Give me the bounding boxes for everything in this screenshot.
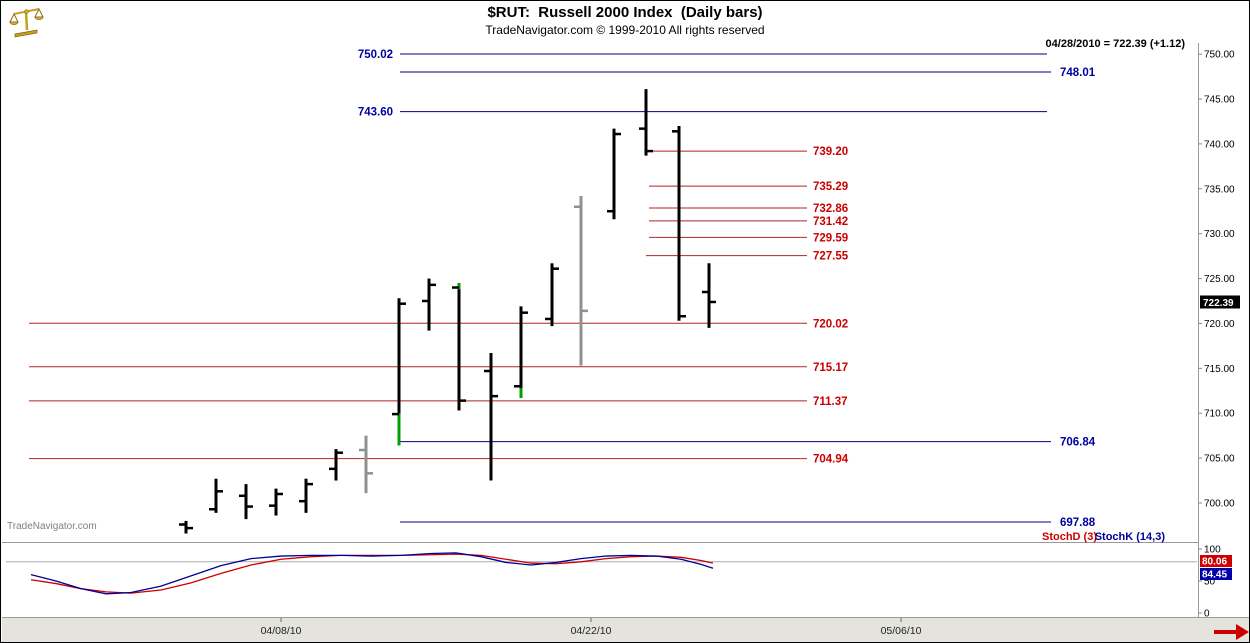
stoch-d-badge xyxy=(1200,555,1232,567)
scales-icon xyxy=(7,4,47,38)
price-tick-label: 705.00 xyxy=(1204,454,1235,465)
last-price-badge xyxy=(1200,295,1240,309)
price-level-label: 715.17 xyxy=(813,362,848,374)
price-level-label: 704.94 xyxy=(813,454,849,466)
price-level-label: 735.29 xyxy=(813,181,848,193)
scroll-right-arrow-icon[interactable] xyxy=(1214,624,1249,640)
date-tick-label: 05/06/10 xyxy=(881,625,922,637)
price-tick-label: 745.00 xyxy=(1204,95,1235,106)
watermark-text: TradeNavigator.com xyxy=(7,521,97,532)
price-level-label: 706.84 xyxy=(1060,437,1096,449)
price-tick-label: 730.00 xyxy=(1204,229,1235,240)
stoch-k-badge-text: 84.45 xyxy=(1202,570,1227,581)
price-level-label: 750.02 xyxy=(358,49,393,61)
price-tick-label: 750.00 xyxy=(1204,50,1235,61)
date-axis-band xyxy=(2,618,1249,642)
date-tick-label: 04/08/10 xyxy=(261,625,302,637)
price-level-label: 731.42 xyxy=(813,216,848,228)
stoch-tick-label: 100 xyxy=(1204,545,1221,556)
chart-title: $RUT: Russell 2000 Index (Daily bars) xyxy=(487,4,763,21)
price-level-label: 743.60 xyxy=(358,107,393,119)
price-tick-label: 720.00 xyxy=(1204,319,1235,330)
stoch-d-legend: StochD (3) xyxy=(1042,531,1097,543)
price-tick-label: 735.00 xyxy=(1204,184,1235,195)
date-tick-label: 04/22/10 xyxy=(571,625,612,637)
price-level-label: 727.55 xyxy=(813,251,849,263)
last-quote-readout: 04/28/2010 = 722.39 (+1.12) xyxy=(1045,38,1185,50)
price-tick-label: 710.00 xyxy=(1204,409,1235,420)
price-level-label: 697.88 xyxy=(1060,517,1096,529)
stoch-d-badge-text: 80.06 xyxy=(1202,557,1227,568)
stoch-k-legend: StochK (14,3) xyxy=(1095,531,1166,543)
stoch-tick-label: 0 xyxy=(1204,609,1210,620)
price-level-label: 748.01 xyxy=(1060,67,1096,79)
price-level-label: 729.59 xyxy=(813,232,848,244)
stoch-k-line xyxy=(30,552,714,595)
price-tick-label: 725.00 xyxy=(1204,274,1235,285)
last-price-badge-text: 722.39 xyxy=(1203,298,1234,309)
price-tick-label: 715.00 xyxy=(1204,364,1235,375)
price-tick-label: 700.00 xyxy=(1204,498,1235,509)
price-level-label: 739.20 xyxy=(813,146,848,158)
price-level-label: 711.37 xyxy=(813,396,848,408)
copyright-subtitle: TradeNavigator.com © 1999-2010 All right… xyxy=(485,23,765,37)
price-tick-label: 740.00 xyxy=(1204,139,1235,150)
stoch-tick-label: 50 xyxy=(1204,577,1216,588)
stoch-d-line xyxy=(30,553,714,594)
price-level-label: 732.86 xyxy=(813,203,848,215)
stoch-k-badge xyxy=(1200,568,1232,580)
price-level-label: 720.02 xyxy=(813,318,848,330)
